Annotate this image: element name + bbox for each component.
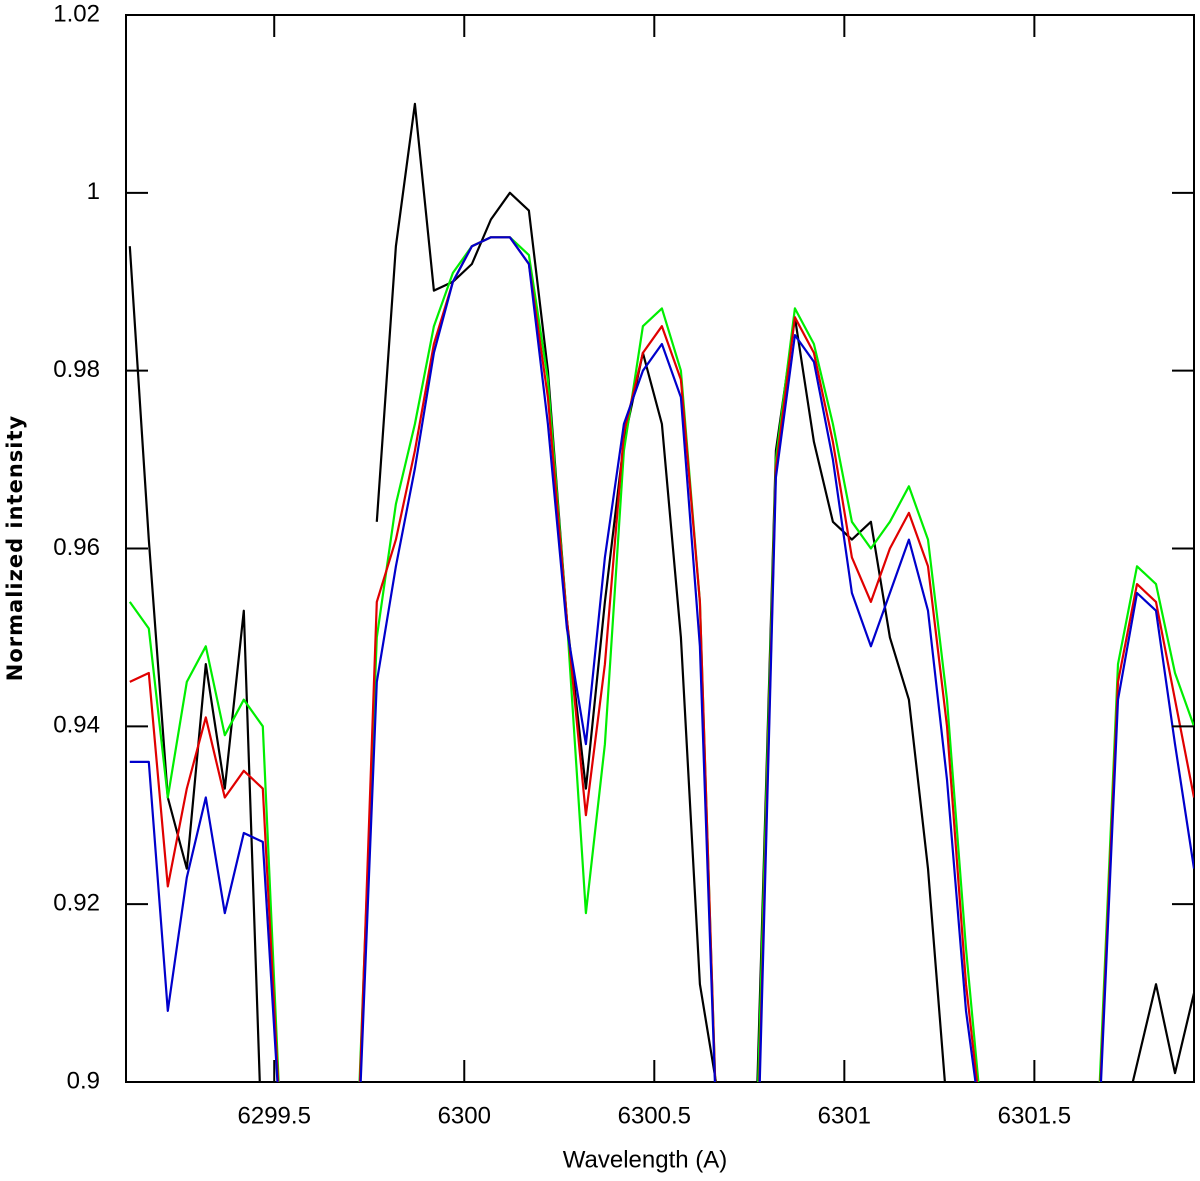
y-tick-label: 1.02 xyxy=(53,0,100,27)
y-tick-label: 0.9 xyxy=(67,1067,100,1094)
y-tick-label: 0.94 xyxy=(53,712,100,739)
series-line xyxy=(128,236,1194,1082)
series-line xyxy=(129,236,1194,1082)
x-tick-label: 6300.5 xyxy=(618,1102,691,1129)
y-axis-title: Normalized intensity xyxy=(3,415,27,681)
x-tick-label: 6301 xyxy=(818,1102,871,1129)
y-tick-label: 1 xyxy=(87,178,100,205)
x-tick-label: 6300 xyxy=(438,1102,491,1129)
y-tick-label: 0.98 xyxy=(53,356,100,383)
y-tick-label: 0.92 xyxy=(53,890,100,917)
y-tick-label: 0.96 xyxy=(53,534,100,561)
series-line xyxy=(129,236,1194,1082)
x-axis-title: Wavelength (A) xyxy=(563,1146,728,1173)
x-tick-label: 6301.5 xyxy=(998,1102,1071,1129)
x-tick-label: 6299.5 xyxy=(238,1102,311,1129)
plot-frame xyxy=(125,14,1195,1083)
series-line xyxy=(128,102,1194,1082)
series-layer xyxy=(128,102,1194,1082)
